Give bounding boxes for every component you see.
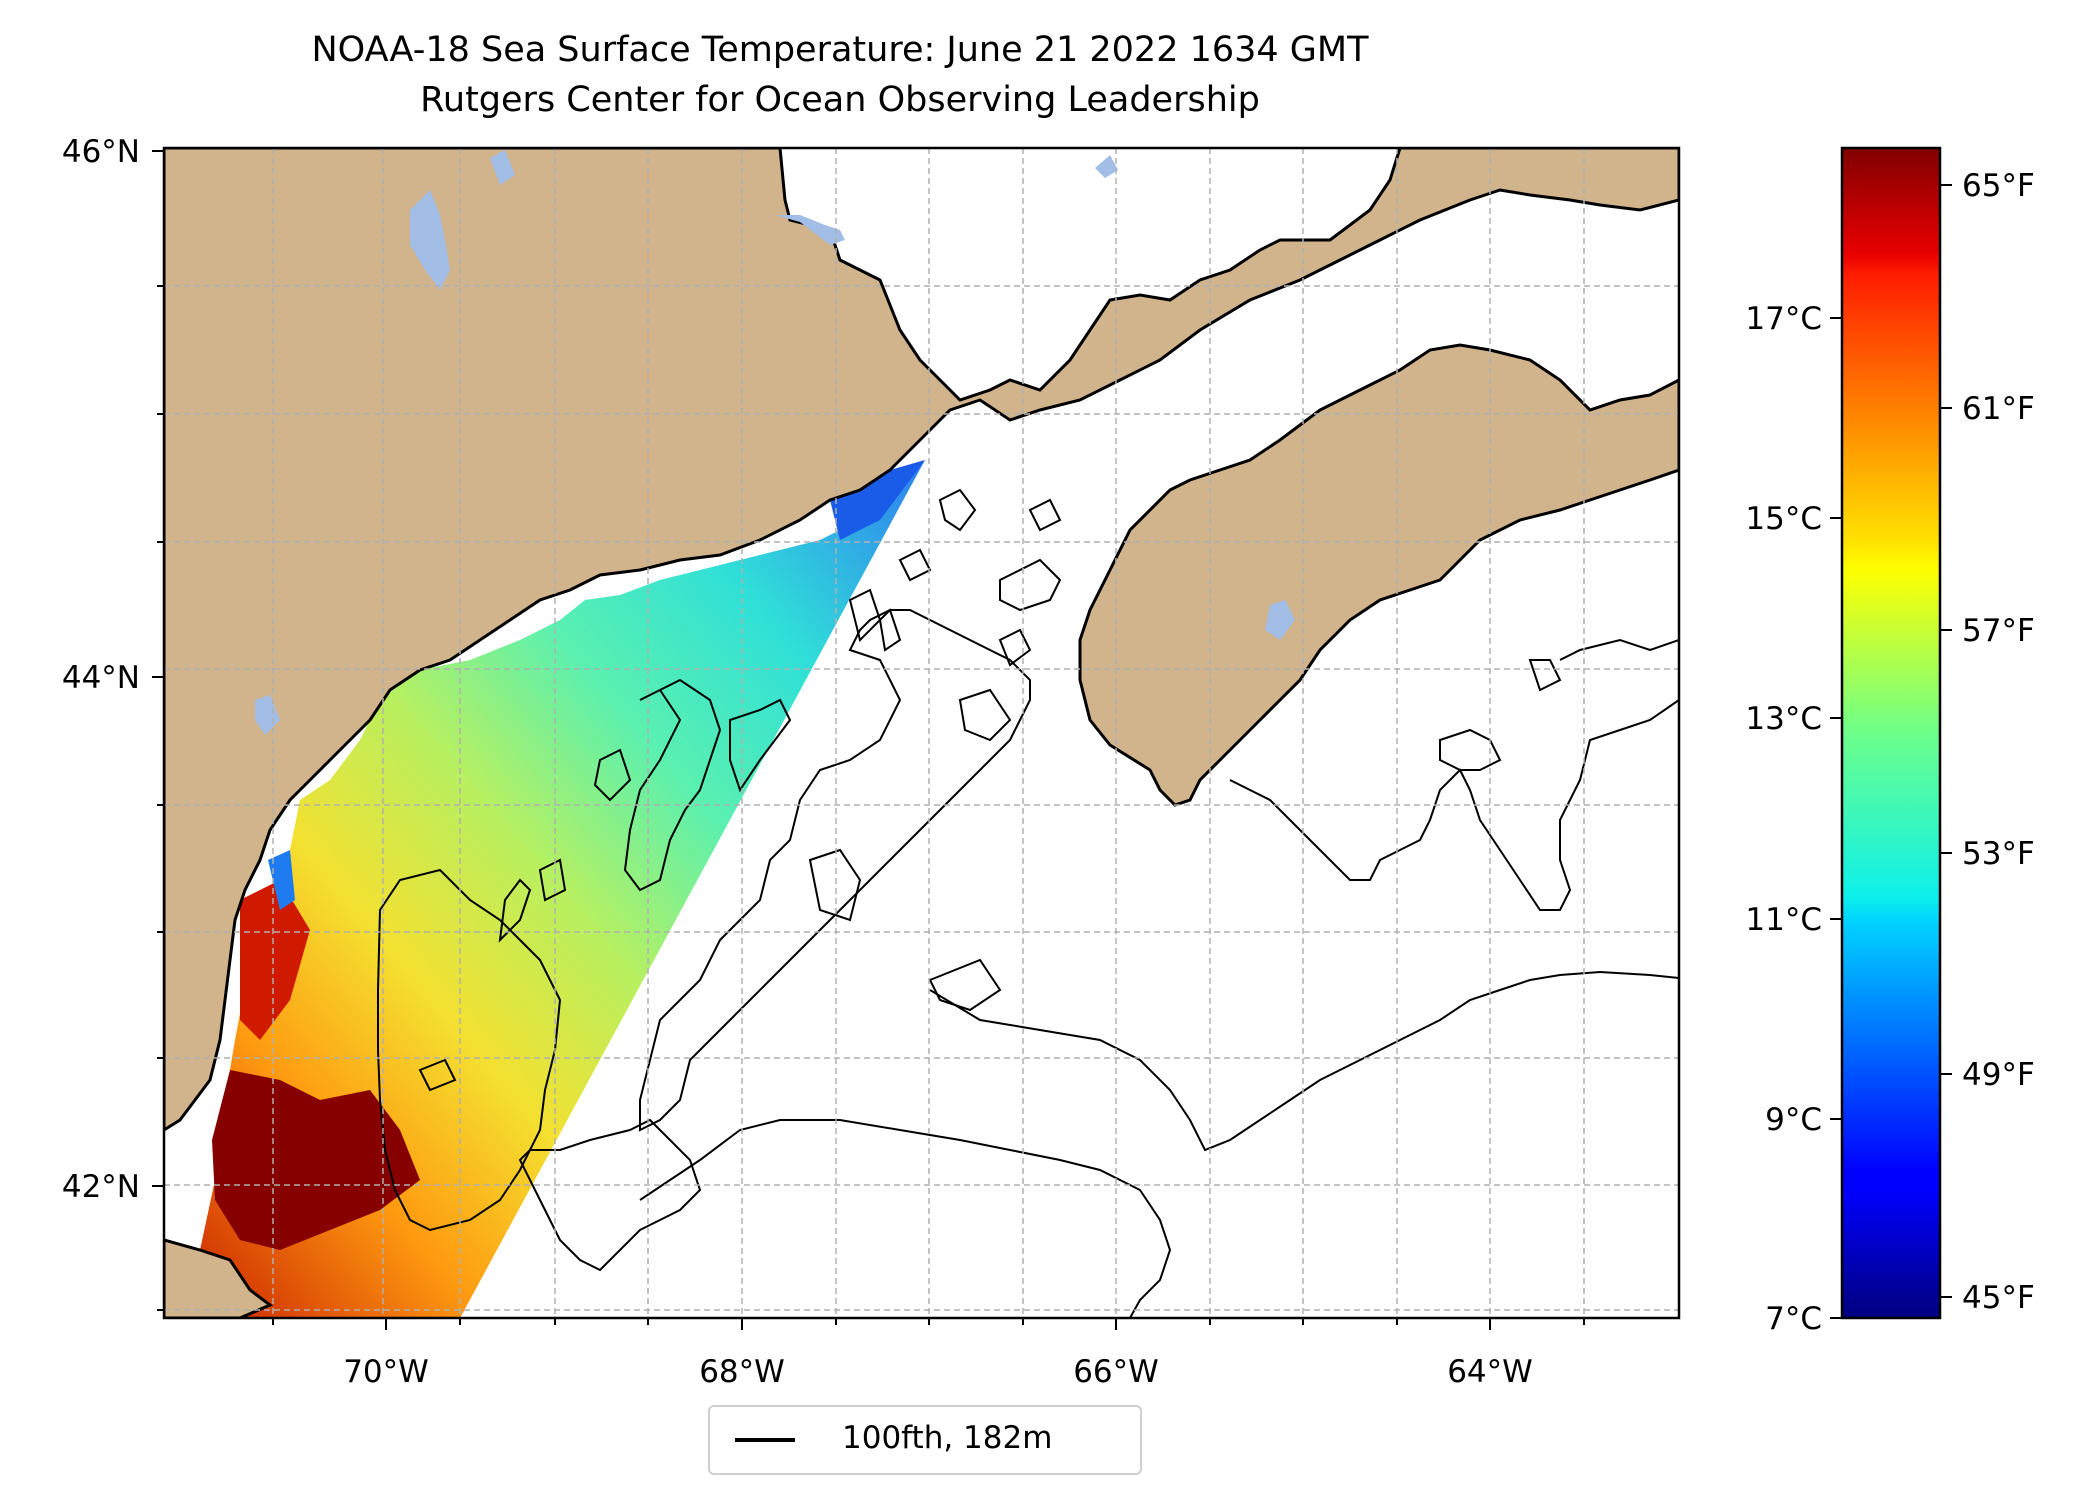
- land-new-england: [164, 148, 1679, 1132]
- sst-warm-nearshore: [240, 880, 310, 1040]
- sst-cool-patch: [268, 850, 295, 910]
- chart-subtitle: Rutgers Center for Ocean Observing Leade…: [420, 80, 1260, 120]
- land-cape-cod: [164, 1238, 273, 1318]
- colorbar-c-tick-11: 11°C: [1745, 902, 1822, 938]
- map-frame: [162, 146, 1681, 1320]
- legend-label: 100fth, 182m: [842, 1420, 1053, 1456]
- colorbar-c-tick-15: 15°C: [1745, 501, 1822, 537]
- sst-cool-northeast: [830, 460, 925, 540]
- gridlines: [164, 148, 1679, 1318]
- lat-ticks: [152, 150, 164, 1311]
- colorbar-c-tick-9: 9°C: [1765, 1102, 1822, 1138]
- colorbar-c-tick-7: 7°C: [1765, 1301, 1822, 1337]
- chart-title: NOAA-18 Sea Surface Temperature: June 21…: [311, 30, 1369, 70]
- colorbar-c-tick-17: 17°C: [1745, 301, 1822, 337]
- colorbar-f-tick-53: 53°F: [1962, 836, 2035, 872]
- map-area: [164, 148, 1679, 1318]
- lon-label-70w: 70°W: [343, 1354, 429, 1390]
- colorbar-f-tick-57: 57°F: [1962, 613, 2035, 649]
- lat-label-44n: 44°N: [62, 660, 140, 696]
- colorbar-celsius-ticks: [1830, 317, 1842, 1319]
- isobath-100fth: [377, 488, 1679, 1318]
- lat-label-46n: 46°N: [62, 134, 140, 170]
- lon-ticks: [272, 1318, 1585, 1330]
- lat-label-42n: 42°N: [62, 1169, 140, 1205]
- lon-label-64w: 64°W: [1447, 1354, 1533, 1390]
- sst-warm-region: [212, 1070, 420, 1250]
- colorbar: [1840, 146, 1942, 1320]
- lon-label-68w: 68°W: [699, 1354, 785, 1390]
- colorbar-f-tick-61: 61°F: [1962, 391, 2035, 427]
- legend: 100fth, 182m: [708, 1405, 1142, 1475]
- colorbar-c-tick-13: 13°C: [1745, 701, 1822, 737]
- colorbar-f-tick-65: 65°F: [1962, 168, 2035, 204]
- lakes: [255, 150, 1295, 735]
- legend-line-swatch: [735, 1438, 795, 1442]
- colorbar-f-tick-45: 45°F: [1962, 1280, 2035, 1316]
- colorbar-f-tick-49: 49°F: [1962, 1057, 2035, 1093]
- colorbar-fahrenheit-ticks: [1940, 184, 1952, 1298]
- lon-label-66w: 66°W: [1073, 1354, 1159, 1390]
- land-nova-scotia: [1078, 343, 1679, 807]
